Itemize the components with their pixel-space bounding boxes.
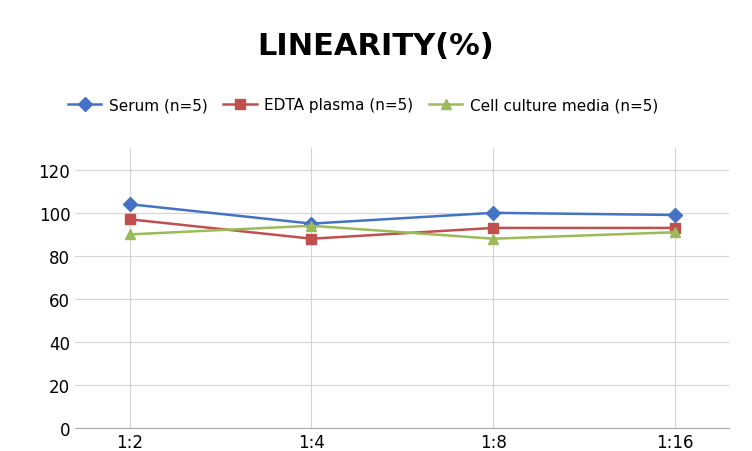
Line: Cell culture media (n=5): Cell culture media (n=5) <box>125 221 680 244</box>
Cell culture media (n=5) <box>489 236 498 242</box>
Serum (n=5) <box>671 213 680 218</box>
EDTA plasma (n=5) <box>307 236 316 242</box>
Serum (n=5) <box>307 221 316 227</box>
Cell culture media (n=5) <box>307 224 316 229</box>
EDTA plasma (n=5) <box>125 217 134 222</box>
Line: Serum (n=5): Serum (n=5) <box>125 200 680 229</box>
Line: EDTA plasma (n=5): EDTA plasma (n=5) <box>125 215 680 244</box>
Cell culture media (n=5) <box>671 230 680 235</box>
Cell culture media (n=5) <box>125 232 134 238</box>
EDTA plasma (n=5) <box>489 226 498 231</box>
Legend: Serum (n=5), EDTA plasma (n=5), Cell culture media (n=5): Serum (n=5), EDTA plasma (n=5), Cell cul… <box>68 98 658 113</box>
EDTA plasma (n=5) <box>671 226 680 231</box>
Text: LINEARITY(%): LINEARITY(%) <box>258 32 494 60</box>
Serum (n=5) <box>489 211 498 216</box>
Serum (n=5) <box>125 202 134 207</box>
